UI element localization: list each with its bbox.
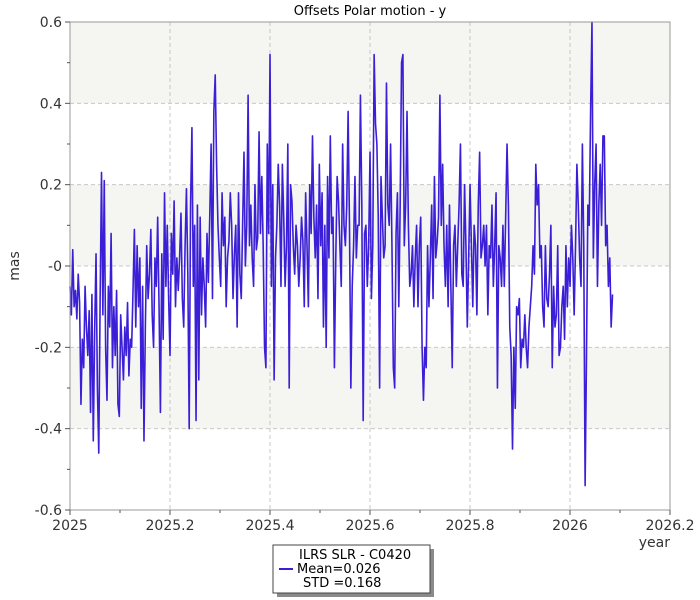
y-tick-label: -0: [48, 259, 62, 275]
y-axis-label: mas: [7, 251, 23, 281]
y-tick-label: 0.2: [40, 178, 62, 194]
series-line: [69, 21, 614, 487]
x-tick-label: 2025.2: [146, 518, 195, 534]
grid-lines: [70, 22, 670, 510]
axis-ticks: 2025 2025.2 2025.4 2025.6 2025.8 2026 2026.2 -0…: [35, 15, 695, 534]
y-tick-label: -0.6: [35, 503, 62, 519]
x-tick-label: 2026.2: [646, 518, 695, 534]
y-tick-label: 0.6: [40, 15, 62, 31]
legend-text: ILRS SLR - C0420: [299, 548, 411, 563]
y-tick-label: -0.2: [35, 340, 62, 356]
x-tick-label: 2025.6: [346, 518, 395, 534]
y-tick-label: -0.4: [35, 422, 62, 438]
y-tick-label: 0.4: [40, 96, 62, 112]
x-tick-label: 2025.8: [446, 518, 495, 534]
legend-text: Mean=0.026: [297, 562, 381, 577]
band: [70, 22, 670, 104]
x-axis-label: year: [639, 535, 670, 551]
x-tick-label: 2025.4: [246, 518, 295, 534]
x-tick-label: 2025: [52, 518, 88, 534]
legend-box: [272, 544, 431, 594]
data-series: [69, 21, 614, 487]
legend-text: STD =0.168: [303, 576, 381, 591]
x-tick-label: 2026: [552, 518, 588, 534]
chart-title: Offsets Polar motion - y: [294, 4, 447, 19]
